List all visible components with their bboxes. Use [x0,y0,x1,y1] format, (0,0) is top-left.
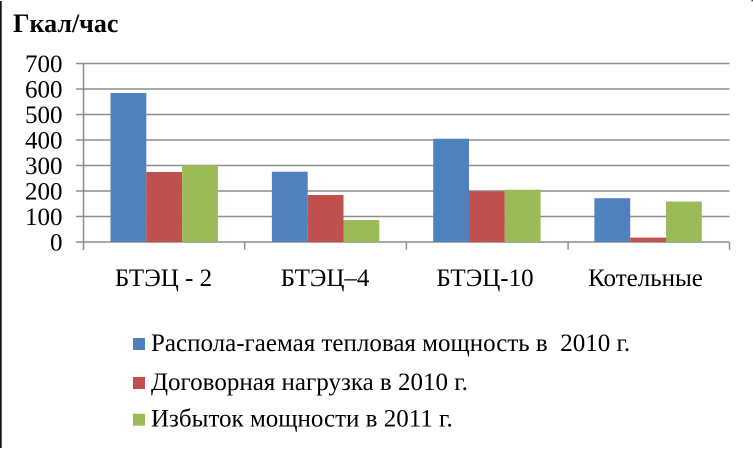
svg-text:600: 600 [25,77,63,104]
svg-text:100: 100 [25,204,63,231]
svg-text:200: 200 [25,179,63,206]
svg-text:Избыток мощности в 2011 г.: Избыток мощности в 2011 г. [151,406,453,433]
svg-text:Котельные: Котельные [588,265,703,292]
svg-text:0: 0 [50,230,63,257]
svg-text:БТЭЦ - 2: БТЭЦ - 2 [115,265,212,292]
svg-text:Гкал/час: Гкал/час [13,9,118,38]
svg-text:БТЭЦ-10: БТЭЦ-10 [436,265,533,292]
svg-text:700: 700 [25,51,63,78]
svg-text:300: 300 [25,153,63,180]
svg-text:Распола-гаемая тепловая мощнос: Распола-гаемая тепловая мощность в 2010 … [151,330,630,357]
svg-text:400: 400 [25,128,63,155]
svg-text:Договорная нагрузка в 2010 г.: Договорная нагрузка в 2010 г. [151,369,468,396]
svg-text:500: 500 [25,102,63,129]
svg-text:БТЭЦ–4: БТЭЦ–4 [281,265,370,292]
